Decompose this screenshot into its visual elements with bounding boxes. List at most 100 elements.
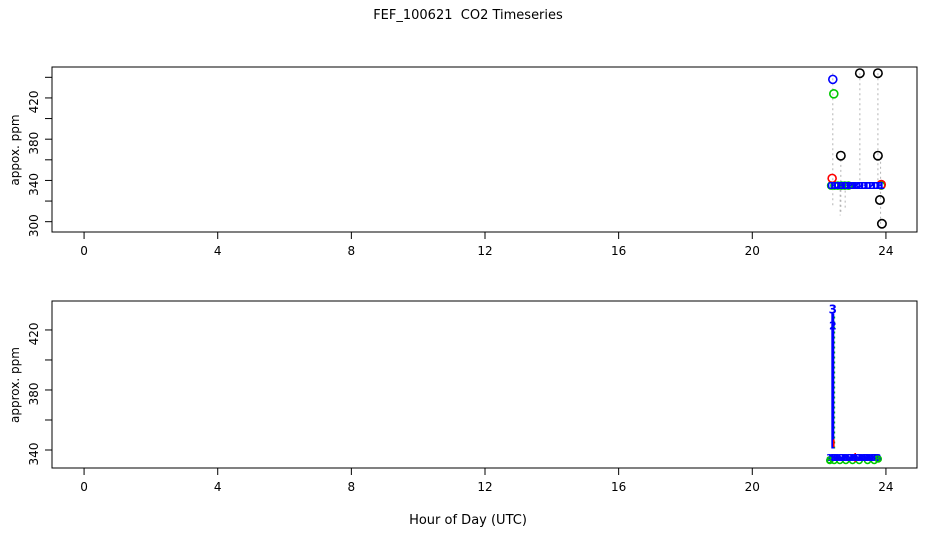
- bottom-band-digits-glyph: 6: [845, 453, 852, 464]
- bottom-band-digits-glyph: 3: [865, 453, 872, 464]
- top-x-tick-label: 4: [214, 244, 222, 258]
- top-calibration-band-digits-glyph: 0: [860, 181, 867, 192]
- bottom-band-digits-glyph: 8: [875, 453, 882, 464]
- top-band-underlay-green-point: [840, 181, 850, 190]
- bottom-band-digits-glyph: 8: [866, 453, 873, 464]
- top-calibration-band-digits-glyph: 1: [856, 181, 863, 192]
- top-calibration-band-digits-glyph: 1: [845, 181, 852, 192]
- top-x-tick-label: 8: [348, 244, 356, 258]
- top-black-flag-points-point: [876, 218, 887, 229]
- top-calibration-band-digits-glyph: 1: [832, 181, 839, 192]
- bottom-y-tick-label: 420: [27, 323, 41, 346]
- top-calibration-band-digits-glyph: 3: [838, 181, 845, 192]
- bottom-band-digits-glyph: 8: [829, 453, 836, 464]
- chart-title: FEF_100621 CO2 Timeseries: [373, 8, 563, 23]
- bottom-x-tick-label: 20: [745, 480, 760, 494]
- bottom-band-digits-glyph: 6: [860, 453, 867, 464]
- top-blue-high-point-point: [828, 74, 838, 85]
- bottom-x-tick-label: 24: [878, 480, 893, 494]
- bottom-band-digits-glyph: 6: [868, 453, 875, 464]
- bottom-x-tick-label: 8: [348, 480, 356, 494]
- top-calibration-band-digits-glyph: 1: [841, 181, 848, 192]
- top-calibration-band-digits-glyph: 1: [850, 181, 857, 192]
- top-black-flag-points-point: [854, 68, 865, 79]
- bottom-profile-top-digit-3-glyph: 3: [829, 302, 837, 316]
- bottom-band-digits-glyph: 8: [850, 453, 857, 464]
- top-panel-border: [51, 66, 918, 233]
- top-calibration-band-digits-glyph: 2: [835, 181, 842, 192]
- top-calibration-band-digits-glyph: 0: [833, 181, 840, 192]
- top-red-flag-points-point: [827, 173, 837, 184]
- bottom-band-digits-glyph: 8: [871, 453, 878, 464]
- top-calibration-band-digits-glyph: 0: [842, 181, 849, 192]
- bottom-band-digits-glyph: 8: [870, 453, 877, 464]
- bottom-band-digits-glyph: 3: [848, 453, 855, 464]
- bottom-band-digits-glyph: 8: [838, 453, 845, 464]
- bottom-band-digits-glyph: 8: [861, 453, 868, 464]
- top-calibration-band-digits-glyph: 2: [847, 181, 854, 192]
- bottom-band-digits-glyph: 8: [855, 453, 862, 464]
- bottom-band-underlay-green-point: [874, 455, 883, 463]
- bottom-band-digits-glyph: 8: [846, 453, 853, 464]
- top-y-tick-label: 420: [27, 90, 41, 113]
- top-x-tick-label: 12: [477, 244, 492, 258]
- bottom-band-digits-glyph: 3: [856, 453, 863, 464]
- top-calibration-band-digits-glyph: 1: [866, 181, 873, 192]
- bottom-y-tick-label: 380: [27, 383, 41, 406]
- top-calibration-band-digits-glyph: 0: [865, 181, 872, 192]
- top-x-tick-label: 20: [745, 244, 760, 258]
- top-x-tick-label: 24: [878, 244, 893, 258]
- top-calibration-band-digits-glyph: 3: [844, 181, 851, 192]
- bottom-x-tick-label: 16: [611, 480, 626, 494]
- bottom-band-digits-glyph: 8: [841, 453, 848, 464]
- bottom-green-band-digits-glyph: 8: [826, 456, 832, 466]
- bottom-band-digits-glyph: 3: [826, 453, 833, 464]
- bottom-x-tick-label: 0: [80, 480, 88, 494]
- top-black-flag-points-point: [872, 68, 883, 79]
- top-calibration-band-digits-glyph: 0: [848, 181, 855, 192]
- top-calibration-band-digits-glyph: 1: [859, 181, 866, 192]
- top-calibration-band-digits-glyph: 1: [829, 181, 836, 192]
- bottom-y-tick-label: 340: [27, 443, 41, 466]
- top-calibration-band-digits-glyph: 1: [836, 181, 843, 192]
- top-y-tick-label: 300: [27, 214, 41, 237]
- top-black-flag-points-point: [835, 150, 846, 161]
- bottom-band-digits-glyph: 3: [840, 453, 847, 464]
- bottom-band-digits-glyph: 3: [833, 453, 840, 464]
- top-red-flag-points-point: [876, 179, 887, 190]
- bottom-band-digits-glyph: 8: [835, 453, 842, 464]
- bottom-profile-top-digit-2-glyph: 2: [829, 319, 837, 332]
- bottom-band-underlay-green-point: [855, 456, 863, 465]
- bottom-band-digits-glyph: 6: [828, 453, 835, 464]
- top-x-tick-label: 16: [611, 244, 626, 258]
- top-y-tick-label: 340: [27, 173, 41, 196]
- bottom-band-digits-glyph: 8: [851, 453, 858, 464]
- top-calibration-band-digits-glyph: 3: [830, 181, 837, 192]
- bottom-band-underlay-green-point: [870, 456, 879, 465]
- x-axis-label: Hour of Day (UTC): [409, 513, 527, 528]
- top-calibration-band-digits-glyph: 0: [827, 181, 834, 192]
- top-black-flag-points-point: [872, 150, 883, 161]
- top-black-flag-points-point: [874, 195, 885, 206]
- top-calibration-band-digits-glyph: 3: [862, 181, 869, 192]
- bottom-band-digits-glyph: 8: [831, 453, 838, 464]
- top-calibration-band-digits-glyph: 1: [875, 181, 882, 192]
- bottom-x-tick-label: 4: [214, 480, 222, 494]
- bottom-band-digits-glyph: 8: [863, 453, 870, 464]
- bottom-band-digits-glyph: 8: [843, 453, 850, 464]
- bottom-panel-border: [51, 300, 918, 469]
- bottom-green-band-digits-glyph: 8: [874, 455, 880, 465]
- top-calibration-band-digits-glyph: 1: [839, 181, 846, 192]
- top-band-underlay-green-point: [844, 181, 853, 190]
- top-calibration-band-digits-glyph: 0: [872, 181, 879, 192]
- bottom-band-digits-glyph: 8: [858, 453, 865, 464]
- top-calibration-band-digits-glyph: 1: [878, 181, 885, 192]
- bottom-band-underlay-green-point: [825, 456, 834, 465]
- top-green-high-point-point: [829, 89, 839, 99]
- top-calibration-band-digits-glyph: 0: [854, 181, 861, 192]
- bottom-x-tick-label: 12: [477, 480, 492, 494]
- bottom-band-digits-glyph: 6: [853, 453, 860, 464]
- bottom-band-digits-glyph: 6: [836, 453, 843, 464]
